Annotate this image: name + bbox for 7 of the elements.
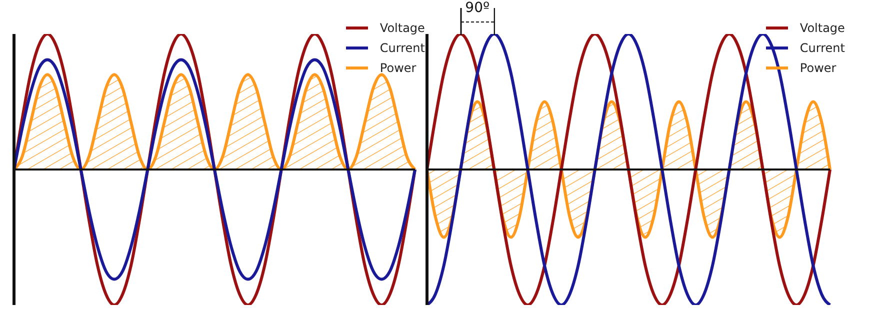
legend-label: Current [380, 40, 425, 57]
legend-label: Voltage [380, 20, 425, 37]
legend-label: Voltage [800, 20, 845, 37]
legend-label: Power [800, 60, 836, 77]
legend-label: Current [800, 40, 845, 57]
legend-label: Power [380, 60, 416, 77]
text: 90º [464, 0, 491, 16]
